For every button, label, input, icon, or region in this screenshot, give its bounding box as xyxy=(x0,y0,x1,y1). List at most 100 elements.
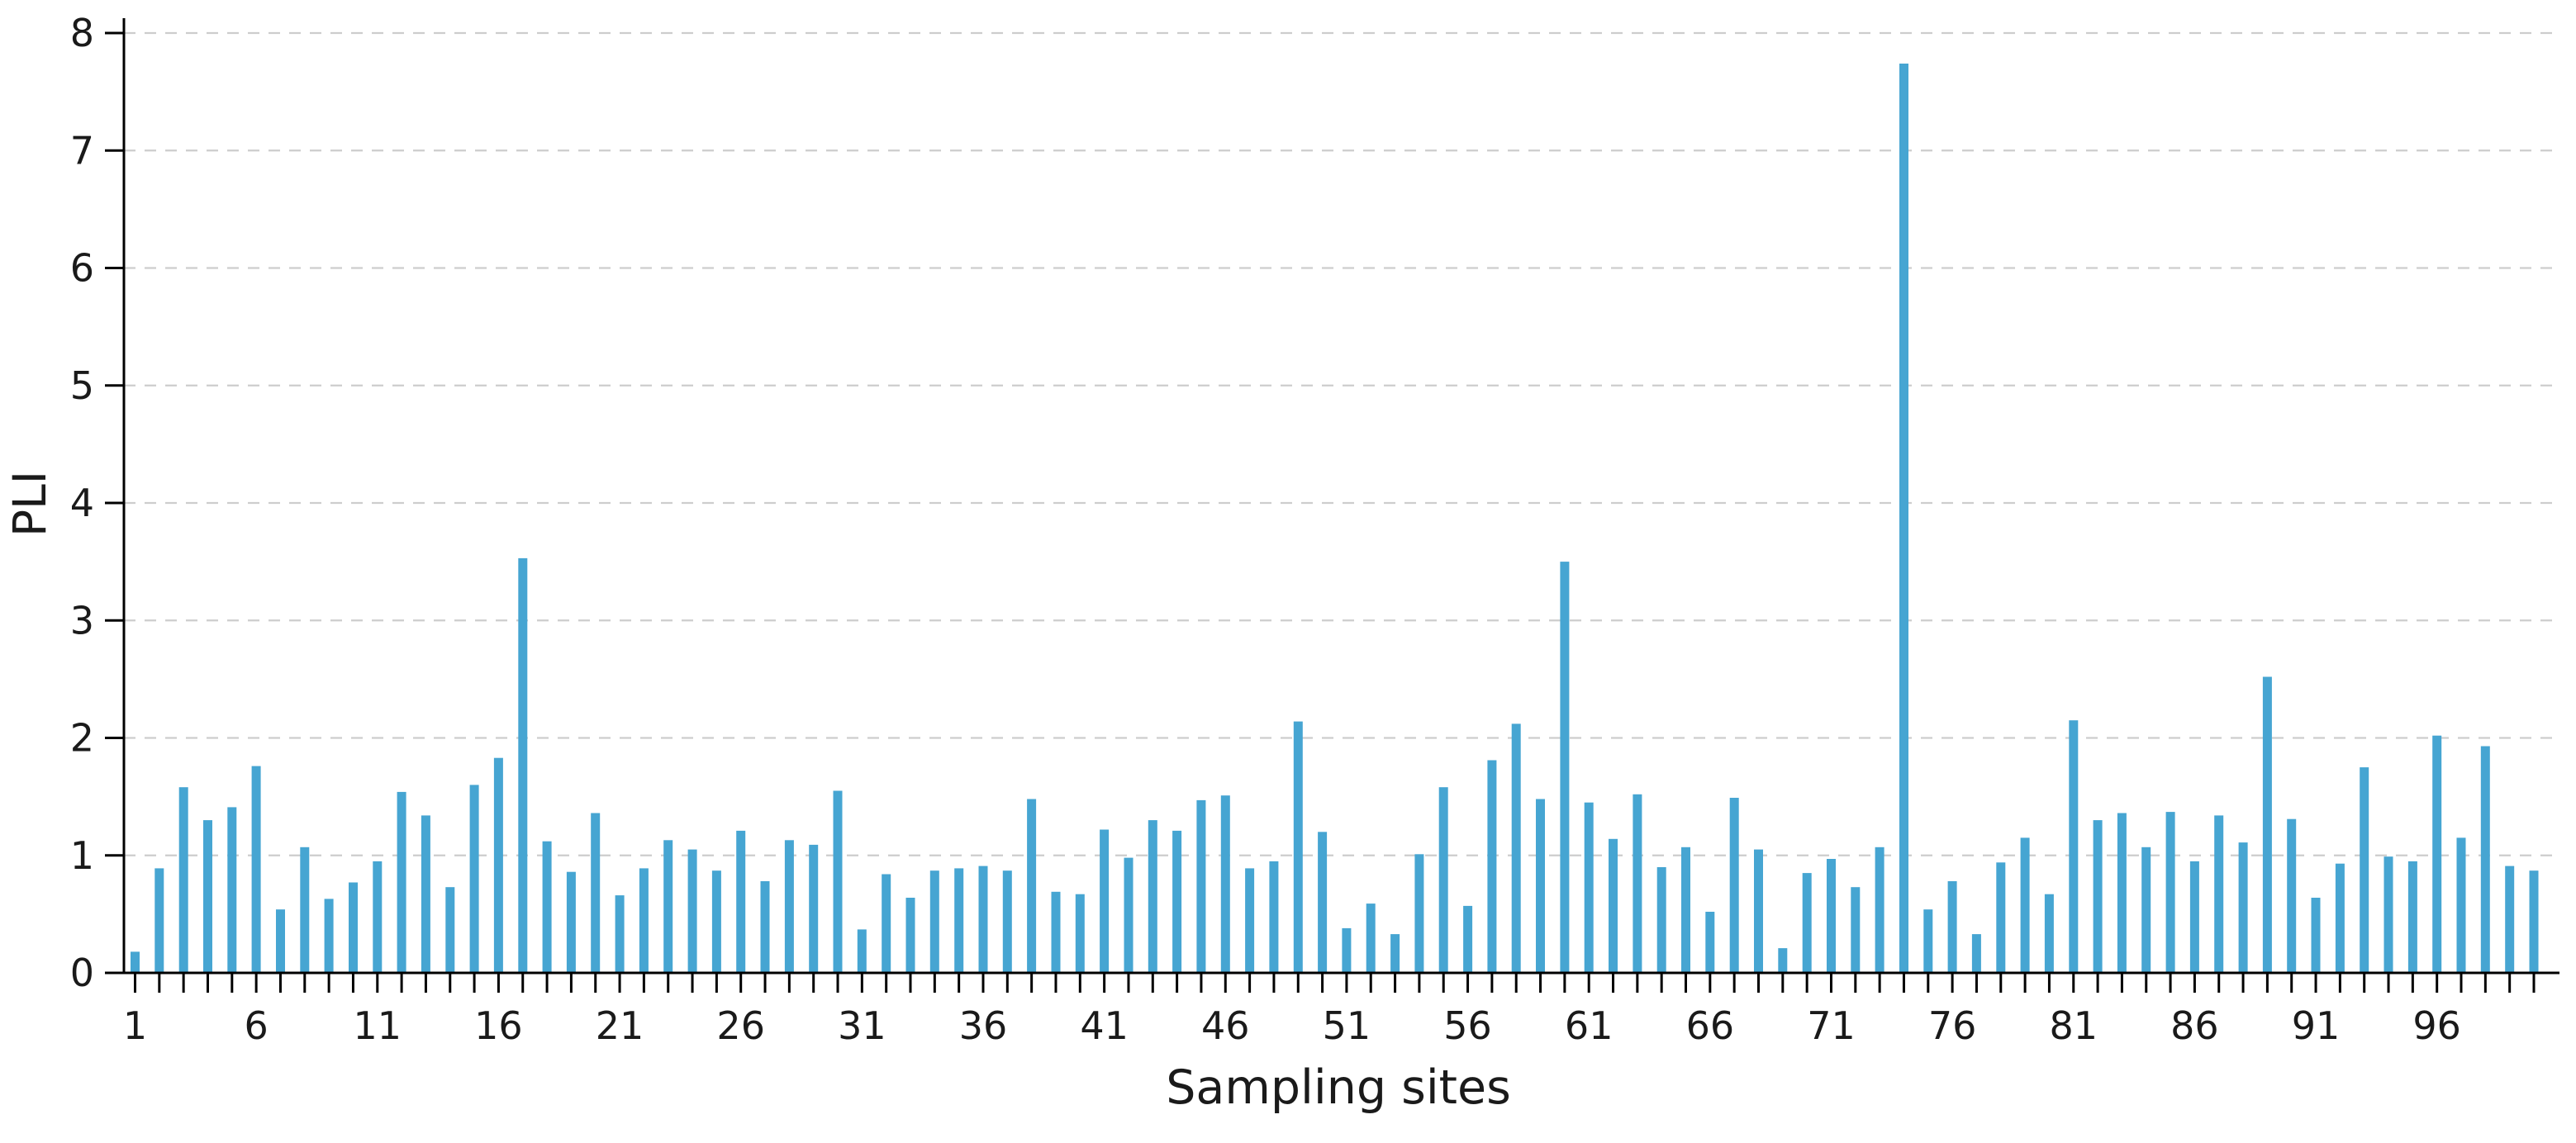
x-tick-label-96: 96 xyxy=(2412,1003,2461,1048)
x-tick-label-6: 6 xyxy=(245,1003,269,1048)
bar-site-65 xyxy=(1681,847,1690,973)
bar-site-9 xyxy=(324,899,334,973)
bar-site-24 xyxy=(687,849,697,973)
x-tick-label-66: 66 xyxy=(1686,1003,1735,1048)
y-axis-title: PLI xyxy=(3,470,56,538)
bar-site-34 xyxy=(929,870,939,973)
bar-site-25 xyxy=(711,870,721,973)
bar-site-21 xyxy=(615,895,625,973)
bar-site-5 xyxy=(227,807,237,973)
bar-site-49 xyxy=(1293,721,1303,973)
bar-site-56 xyxy=(1463,905,1473,973)
x-tick-label-91: 91 xyxy=(2292,1003,2341,1048)
bar-site-53 xyxy=(1390,934,1400,973)
bar-site-10 xyxy=(349,882,358,973)
bar-site-33 xyxy=(905,898,915,973)
bar-site-4 xyxy=(203,820,212,973)
x-tick-label-81: 81 xyxy=(2049,1003,2098,1048)
bar-site-20 xyxy=(591,813,601,973)
x-tick-label-71: 71 xyxy=(1807,1003,1856,1048)
x-tick-label-26: 26 xyxy=(716,1003,765,1048)
bar-site-83 xyxy=(2117,813,2127,973)
bar-site-50 xyxy=(1318,832,1328,973)
bar-site-48 xyxy=(1269,861,1279,973)
bar-site-52 xyxy=(1366,903,1376,973)
bar-site-93 xyxy=(2360,767,2369,973)
bar-site-95 xyxy=(2407,861,2417,973)
x-tick-label-11: 11 xyxy=(354,1003,402,1048)
bar-site-69 xyxy=(1778,948,1788,973)
bar-site-47 xyxy=(1245,868,1255,973)
bar-site-88 xyxy=(2238,842,2248,973)
bar-site-18 xyxy=(542,841,552,973)
bar-site-27 xyxy=(760,881,770,973)
bar-site-97 xyxy=(2456,837,2466,973)
bar-site-17 xyxy=(518,557,528,973)
bar-site-79 xyxy=(2020,837,2030,973)
bar-site-92 xyxy=(2335,863,2345,973)
bar-site-11 xyxy=(373,861,383,973)
bar-site-37 xyxy=(1002,870,1012,973)
y-tick-label-2: 2 xyxy=(70,716,94,761)
bar-site-78 xyxy=(1996,862,2006,973)
bar-site-22 xyxy=(639,868,649,973)
y-tick-label-3: 3 xyxy=(70,598,94,643)
bar-site-98 xyxy=(2480,746,2490,973)
y-tick-label-0: 0 xyxy=(70,951,94,995)
x-tick-label-16: 16 xyxy=(474,1003,523,1048)
bar-site-35 xyxy=(954,868,964,973)
y-tick-label-1: 1 xyxy=(70,833,94,878)
y-tick-label-7: 7 xyxy=(70,128,94,173)
bar-site-19 xyxy=(566,871,576,973)
bar-site-13 xyxy=(421,815,430,973)
y-tick-label-4: 4 xyxy=(70,481,94,525)
bar-site-60 xyxy=(1560,562,1570,973)
x-tick-label-21: 21 xyxy=(596,1003,644,1048)
bar-site-23 xyxy=(663,840,673,973)
bar-site-55 xyxy=(1438,787,1448,973)
bar-site-41 xyxy=(1100,829,1110,973)
bar-site-64 xyxy=(1656,867,1666,973)
bar-site-89 xyxy=(2262,676,2272,973)
bar-site-57 xyxy=(1487,760,1497,973)
bar-site-76 xyxy=(1947,881,1957,973)
bar-site-30 xyxy=(833,790,843,973)
bar-site-70 xyxy=(1802,873,1812,973)
bar-site-82 xyxy=(2093,820,2103,973)
bar-site-67 xyxy=(1729,798,1739,973)
x-tick-label-86: 86 xyxy=(2170,1003,2219,1048)
x-tick-label-76: 76 xyxy=(1928,1003,1977,1048)
x-tick-label-51: 51 xyxy=(1323,1003,1371,1048)
y-tick-label-8: 8 xyxy=(70,11,94,55)
bar-site-32 xyxy=(882,874,891,973)
bar-site-12 xyxy=(397,791,406,973)
bar-site-62 xyxy=(1609,838,1618,973)
bar-site-86 xyxy=(2189,861,2199,973)
bar-site-90 xyxy=(2287,818,2297,973)
bar-site-85 xyxy=(2165,812,2175,973)
bar-site-44 xyxy=(1172,830,1182,973)
x-tick-label-36: 36 xyxy=(959,1003,1008,1048)
bar-site-45 xyxy=(1196,799,1206,973)
bar-site-38 xyxy=(1027,799,1037,973)
bar-site-14 xyxy=(445,887,455,973)
bar-site-28 xyxy=(784,840,794,973)
x-tick-label-46: 46 xyxy=(1201,1003,1250,1048)
bar-site-71 xyxy=(1827,859,1836,973)
bar-site-7 xyxy=(276,909,285,973)
bar-site-99 xyxy=(2505,866,2515,973)
bar-site-6 xyxy=(251,766,261,973)
bar-site-80 xyxy=(2044,894,2054,973)
bar-site-91 xyxy=(2311,898,2321,973)
bar-site-100 xyxy=(2529,870,2539,973)
bar-site-31 xyxy=(857,929,867,973)
bar-site-1 xyxy=(131,951,140,973)
bar-site-43 xyxy=(1148,820,1157,973)
bar-site-2 xyxy=(154,868,164,973)
bar-site-40 xyxy=(1075,894,1085,973)
bar-site-61 xyxy=(1584,802,1594,973)
x-axis-title: Sampling sites xyxy=(1166,1060,1511,1115)
y-tick-label-5: 5 xyxy=(70,363,94,408)
